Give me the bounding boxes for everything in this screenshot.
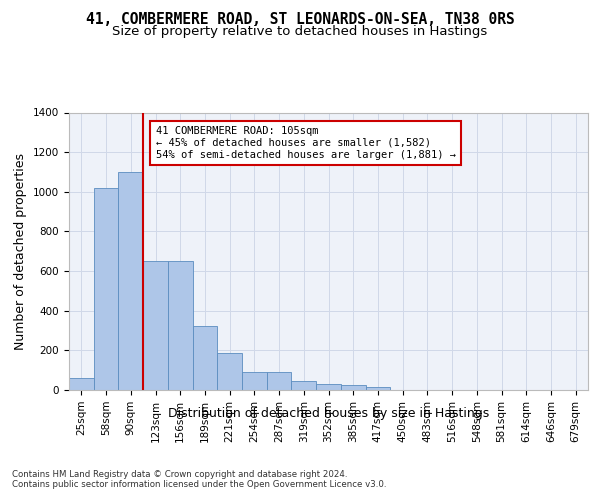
Bar	[94, 188, 118, 390]
Bar	[242, 372, 267, 390]
Text: 41 COMBERMERE ROAD: 105sqm
← 45% of detached houses are smaller (1,582)
54% of s: 41 COMBERMERE ROAD: 105sqm ← 45% of deta…	[155, 126, 455, 160]
Bar	[365, 387, 390, 390]
Text: Distribution of detached houses by size in Hastings: Distribution of detached houses by size …	[168, 408, 490, 420]
Bar	[341, 385, 365, 390]
Bar	[292, 381, 316, 390]
Y-axis label: Number of detached properties: Number of detached properties	[14, 153, 28, 350]
Bar	[118, 172, 143, 390]
Bar	[69, 378, 94, 390]
Text: Contains HM Land Registry data © Crown copyright and database right 2024.
Contai: Contains HM Land Registry data © Crown c…	[12, 470, 386, 490]
Bar	[316, 384, 341, 390]
Bar	[217, 354, 242, 390]
Text: Size of property relative to detached houses in Hastings: Size of property relative to detached ho…	[112, 25, 488, 38]
Bar	[168, 261, 193, 390]
Text: 41, COMBERMERE ROAD, ST LEONARDS-ON-SEA, TN38 0RS: 41, COMBERMERE ROAD, ST LEONARDS-ON-SEA,…	[86, 12, 514, 28]
Bar	[267, 372, 292, 390]
Bar	[143, 261, 168, 390]
Bar	[193, 326, 217, 390]
